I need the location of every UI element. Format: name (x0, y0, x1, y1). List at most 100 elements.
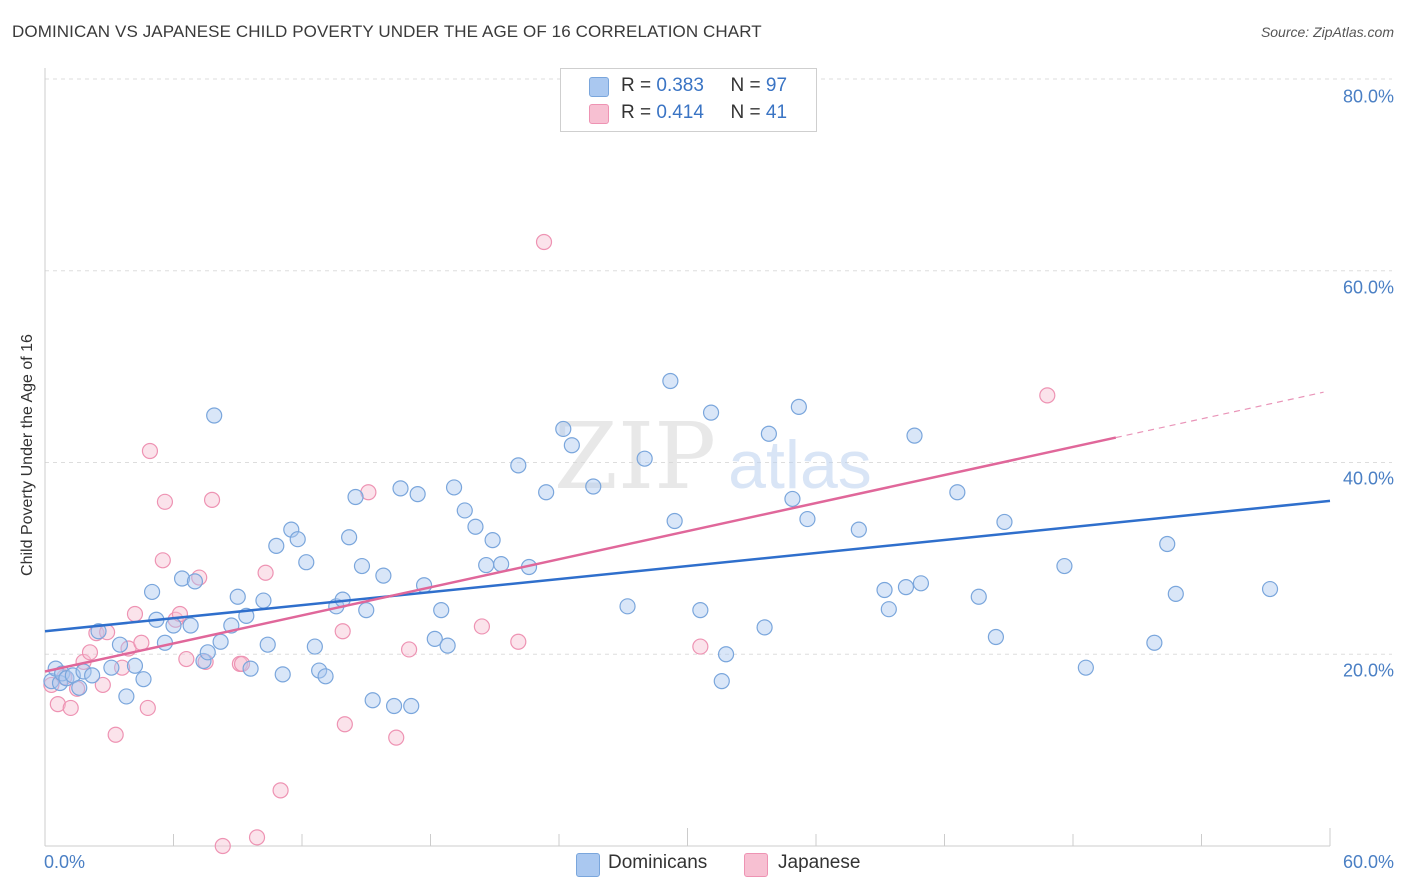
dominicans-point (555, 420, 572, 438)
dominicans-point (289, 531, 306, 548)
dominicans-point (662, 372, 679, 390)
dominicans-point (409, 486, 426, 503)
dominicans-point (439, 637, 456, 654)
japanese-point (126, 605, 144, 623)
y-axis-title: Child Poverty Under the Age of 16 (19, 334, 36, 576)
dominicans-point (850, 521, 867, 538)
bottom-legend-swatch-blue (576, 853, 600, 877)
dominicans-point (306, 638, 323, 655)
y-tick-60: 60.0% (1342, 277, 1394, 298)
dominicans-point (126, 657, 144, 674)
dominicans-point (478, 556, 495, 574)
dominicans-point (760, 425, 777, 442)
japanese-point (257, 564, 274, 581)
dominicans-point (426, 630, 443, 648)
japanese-point (535, 233, 553, 251)
dominicans-point (784, 490, 801, 508)
dominicans-point (433, 602, 450, 619)
japanese-point (214, 837, 231, 855)
dominicans-point (912, 575, 930, 592)
dominicans-point (341, 529, 358, 546)
legend-n-value: 41 (765, 102, 788, 123)
japanese-point (62, 699, 79, 717)
japanese-trend-extension (1115, 391, 1324, 439)
japanese-point (154, 552, 171, 569)
dominicans-point (375, 567, 392, 584)
dominicans-point (311, 662, 328, 679)
legend-r-value: 0.383 (656, 75, 704, 96)
dominicans-point (392, 480, 409, 497)
japanese-point (334, 623, 351, 640)
japanese-point (178, 650, 195, 668)
dominicans-point (996, 513, 1013, 531)
japanese-point (388, 729, 405, 746)
dominicans-point (906, 427, 923, 444)
dominicans-point (347, 488, 364, 506)
dominicans-point (186, 573, 204, 590)
dominicans-point (1146, 634, 1163, 651)
grid-lines (45, 78, 1392, 655)
dominicans-point (143, 583, 161, 601)
japanese-point (1039, 387, 1056, 404)
dominicans-point (790, 398, 807, 415)
dominicans-point (692, 602, 709, 619)
bottom-legend: Dominicans Japanese (0, 852, 1406, 878)
dominicans-point (1056, 557, 1073, 575)
dominicans-point (636, 450, 653, 467)
bottom-legend-japanese: Japanese (778, 852, 861, 873)
dominicans-point (897, 579, 915, 596)
watermark: ZIP atlas (554, 403, 872, 510)
dominicans-point (1077, 659, 1094, 676)
dominicans-point (538, 484, 555, 501)
legend-r-value: 0.414 (656, 102, 704, 123)
dominicans-point (255, 592, 272, 609)
dominicans-point (135, 671, 152, 688)
dominicans-point (385, 697, 403, 715)
dominicans-point (195, 652, 212, 670)
dominicans-point (717, 646, 735, 663)
dominicans-point (229, 588, 246, 605)
dominicans-point (259, 636, 276, 653)
japanese-point (272, 782, 289, 799)
japanese-point (133, 634, 150, 651)
dominicans-point (268, 537, 285, 555)
dominicans-point (84, 667, 101, 684)
y-tick-80: 80.0% (1342, 86, 1394, 107)
bottom-legend-swatch-pink (744, 853, 768, 877)
source-label: Source: ZipAtlas.com (1260, 24, 1394, 40)
japanese-points (43, 233, 1056, 855)
japanese-point (473, 618, 490, 635)
dominicans-point (970, 588, 987, 605)
legend-r-label: R = (621, 75, 652, 96)
dominicans-point (467, 518, 484, 535)
dominicans-point (456, 502, 473, 519)
japanese-point (203, 491, 221, 508)
japanese-trend-line (44, 436, 1117, 673)
dominicans-point (156, 634, 174, 651)
dominicans-point (493, 556, 510, 573)
dominicans-point (876, 581, 893, 599)
dominicans-point (1167, 585, 1184, 602)
legend-row-japanese: R = 0.414 N = 41 (621, 102, 787, 126)
dominicans-point (987, 628, 1005, 646)
watermark-zip: ZIP (554, 403, 716, 510)
dominicans-point (111, 636, 129, 653)
dominicans-point (182, 617, 199, 634)
x-tick-min: 0.0% (44, 852, 86, 872)
japanese-point (336, 716, 353, 733)
dominicans-point (90, 623, 107, 640)
japanese-point (81, 644, 99, 661)
legend-row-dominicans: R = 0.383 N = 97 (621, 75, 787, 99)
trend-lines (44, 391, 1331, 673)
legend-n-value: 97 (765, 75, 788, 96)
dominicans-point (484, 532, 501, 549)
japanese-point (248, 829, 266, 846)
dominicans-point (118, 688, 135, 705)
x-tick-max: 60.0% (1342, 852, 1394, 872)
dominicans-point (353, 557, 371, 575)
dominicans-point (799, 510, 816, 528)
dominicans-point (702, 404, 720, 421)
dominicans-point (585, 478, 602, 495)
japanese-point (400, 641, 418, 658)
legend-swatch-blue (589, 77, 609, 97)
